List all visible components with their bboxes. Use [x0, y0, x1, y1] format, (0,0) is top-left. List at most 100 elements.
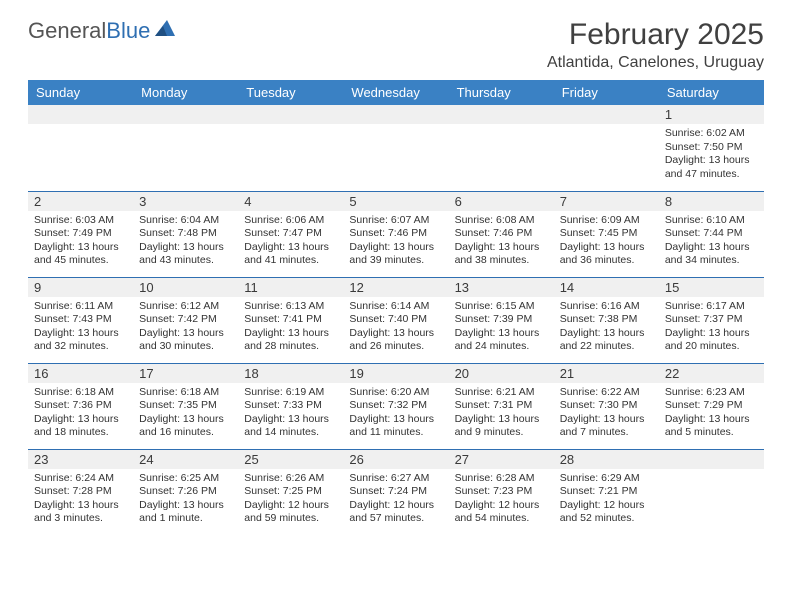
day-number: 18 — [238, 364, 343, 383]
header: GeneralBlue February 2025 Atlantida, Can… — [28, 18, 764, 72]
day-detail-line: Daylight: 13 hours and 43 minutes. — [139, 241, 232, 268]
calendar-day-cell: 27 Sunrise: 6:28 AMSunset: 7:23 PMDayligh… — [449, 449, 554, 535]
day-number: 20 — [449, 364, 554, 383]
calendar-day-cell: 11Sunrise: 6:13 AMSunset: 7:41 PMDayligh… — [238, 277, 343, 363]
day-detail-line: Sunrise: 6:29 AM — [560, 472, 653, 486]
calendar-day-cell: 8Sunrise: 6:10 AMSunset: 7:44 PMDaylight… — [659, 191, 764, 277]
weekday-header: Wednesday — [343, 80, 448, 105]
day-details: Sunrise: 6:09 AMSunset: 7:45 PMDaylight:… — [560, 214, 653, 269]
day-detail-line: Sunrise: 6:27 AM — [349, 472, 442, 486]
calendar-day-cell: 7 Sunrise: 6:09 AMSunset: 7:45 PMDaylight… — [554, 191, 659, 277]
calendar-day-cell: 4 Sunrise: 6:06 AMSunset: 7:47 PMDaylight… — [238, 191, 343, 277]
day-details: Sunrise: 6:18 AMSunset: 7:35 PMDaylight:… — [139, 386, 232, 441]
day-detail-line: Sunset: 7:37 PM — [665, 313, 758, 327]
day-number — [343, 105, 448, 124]
day-detail-line: Sunrise: 6:11 AM — [34, 300, 127, 314]
weekday-header: Monday — [133, 80, 238, 105]
day-details: Sunrise: 6:12 AMSunset: 7:42 PMDaylight:… — [139, 300, 232, 355]
calendar-day-cell: 18Sunrise: 6:19 AMSunset: 7:33 PMDayligh… — [238, 363, 343, 449]
day-detail-line: Sunset: 7:26 PM — [139, 485, 232, 499]
day-number: 10 — [133, 278, 238, 297]
day-detail-line: Daylight: 13 hours and 20 minutes. — [665, 327, 758, 354]
day-details: Sunrise: 6:06 AMSunset: 7:47 PMDaylight:… — [244, 214, 337, 269]
day-details: Sunrise: 6:28 AMSunset: 7:23 PMDaylight:… — [455, 472, 548, 527]
calendar-day-cell: 15Sunrise: 6:17 AMSunset: 7:37 PMDayligh… — [659, 277, 764, 363]
day-detail-line: Sunrise: 6:08 AM — [455, 214, 548, 228]
day-detail-line: Daylight: 13 hours and 22 minutes. — [560, 327, 653, 354]
day-detail-line: Sunrise: 6:23 AM — [665, 386, 758, 400]
location: Atlantida, Canelones, Uruguay — [547, 54, 764, 72]
day-detail-line: Sunset: 7:39 PM — [455, 313, 548, 327]
day-detail-line: Daylight: 13 hours and 38 minutes. — [455, 241, 548, 268]
calendar-day-cell: 19 Sunrise: 6:20 AMSunset: 7:32 PMDayligh… — [343, 363, 448, 449]
day-detail-line: Daylight: 13 hours and 28 minutes. — [244, 327, 337, 354]
calendar-day-cell: 14 Sunrise: 6:16 AMSunset: 7:38 PMDayligh… — [554, 277, 659, 363]
day-detail-line: Sunset: 7:35 PM — [139, 399, 232, 413]
day-number: 28 — [554, 450, 659, 469]
calendar-page: GeneralBlue February 2025 Atlantida, Can… — [0, 0, 792, 553]
calendar-day-cell: 5Sunrise: 6:07 AMSunset: 7:46 PMDaylight… — [343, 191, 448, 277]
day-number — [28, 105, 133, 124]
day-details: Sunrise: 6:16 AMSunset: 7:38 PMDaylight:… — [560, 300, 653, 355]
day-detail-line: Daylight: 13 hours and 24 minutes. — [455, 327, 548, 354]
day-detail-line: Sunrise: 6:18 AM — [34, 386, 127, 400]
day-detail-line: Sunset: 7:23 PM — [455, 485, 548, 499]
day-detail-line: Sunset: 7:31 PM — [455, 399, 548, 413]
day-number: 7 — [554, 192, 659, 211]
calendar-head: SundayMondayTuesdayWednesdayThursdayFrid… — [28, 80, 764, 105]
calendar-day-cell: 10 Sunrise: 6:12 AMSunset: 7:42 PMDayligh… — [133, 277, 238, 363]
calendar-day-cell: 6Sunrise: 6:08 AMSunset: 7:46 PMDaylight… — [449, 191, 554, 277]
day-detail-line: Sunset: 7:21 PM — [560, 485, 653, 499]
day-number: 4 — [238, 192, 343, 211]
day-number: 1 — [659, 105, 764, 124]
day-detail-line: Daylight: 12 hours and 52 minutes. — [560, 499, 653, 526]
calendar-day-cell: 12Sunrise: 6:14 AMSunset: 7:40 PMDayligh… — [343, 277, 448, 363]
sail-icon — [153, 18, 177, 44]
day-detail-line: Sunset: 7:25 PM — [244, 485, 337, 499]
calendar-day-cell: 17Sunrise: 6:18 AMSunset: 7:35 PMDayligh… — [133, 363, 238, 449]
day-detail-line: Sunset: 7:46 PM — [349, 227, 442, 241]
calendar-empty-cell — [238, 105, 343, 191]
weekday-row: SundayMondayTuesdayWednesdayThursdayFrid… — [28, 80, 764, 105]
day-detail-line: Sunset: 7:41 PM — [244, 313, 337, 327]
day-detail-line: Sunrise: 6:18 AM — [139, 386, 232, 400]
day-details: Sunrise: 6:20 AMSunset: 7:32 PMDaylight:… — [349, 386, 442, 441]
day-detail-line: Sunset: 7:45 PM — [560, 227, 653, 241]
day-detail-line: Sunrise: 6:16 AM — [560, 300, 653, 314]
day-detail-line: Sunrise: 6:07 AM — [349, 214, 442, 228]
day-detail-line: Daylight: 13 hours and 18 minutes. — [34, 413, 127, 440]
weekday-header: Thursday — [449, 80, 554, 105]
logo-text-blue: Blue — [106, 18, 150, 44]
day-details: Sunrise: 6:26 AMSunset: 7:25 PMDaylight:… — [244, 472, 337, 527]
day-detail-line: Sunset: 7:40 PM — [349, 313, 442, 327]
day-detail-line: Daylight: 13 hours and 39 minutes. — [349, 241, 442, 268]
calendar-day-cell: 1Sunrise: 6:02 AMSunset: 7:50 PMDaylight… — [659, 105, 764, 191]
day-detail-line: Daylight: 12 hours and 59 minutes. — [244, 499, 337, 526]
day-detail-line: Sunrise: 6:22 AM — [560, 386, 653, 400]
calendar-empty-cell — [28, 105, 133, 191]
day-detail-line: Sunrise: 6:13 AM — [244, 300, 337, 314]
day-detail-line: Daylight: 13 hours and 41 minutes. — [244, 241, 337, 268]
day-detail-line: Sunset: 7:44 PM — [665, 227, 758, 241]
day-details: Sunrise: 6:22 AMSunset: 7:30 PMDaylight:… — [560, 386, 653, 441]
calendar-day-cell: 23Sunrise: 6:24 AMSunset: 7:28 PMDayligh… — [28, 449, 133, 535]
day-number: 27 — [449, 450, 554, 469]
day-detail-line: Sunrise: 6:04 AM — [139, 214, 232, 228]
calendar-day-cell: 22Sunrise: 6:23 AMSunset: 7:29 PMDayligh… — [659, 363, 764, 449]
day-details: Sunrise: 6:14 AMSunset: 7:40 PMDaylight:… — [349, 300, 442, 355]
month-title: February 2025 — [547, 18, 764, 52]
day-number — [238, 105, 343, 124]
day-detail-line: Sunset: 7:33 PM — [244, 399, 337, 413]
day-number: 19 — [343, 364, 448, 383]
day-detail-line: Sunset: 7:46 PM — [455, 227, 548, 241]
day-detail-line: Sunset: 7:30 PM — [560, 399, 653, 413]
day-detail-line: Sunrise: 6:12 AM — [139, 300, 232, 314]
day-number: 21 — [554, 364, 659, 383]
day-number: 14 — [554, 278, 659, 297]
day-detail-line: Sunrise: 6:02 AM — [665, 127, 758, 141]
day-detail-line: Daylight: 13 hours and 11 minutes. — [349, 413, 442, 440]
day-details: Sunrise: 6:07 AMSunset: 7:46 PMDaylight:… — [349, 214, 442, 269]
day-number: 22 — [659, 364, 764, 383]
day-detail-line: Sunrise: 6:19 AM — [244, 386, 337, 400]
day-detail-line: Daylight: 13 hours and 9 minutes. — [455, 413, 548, 440]
